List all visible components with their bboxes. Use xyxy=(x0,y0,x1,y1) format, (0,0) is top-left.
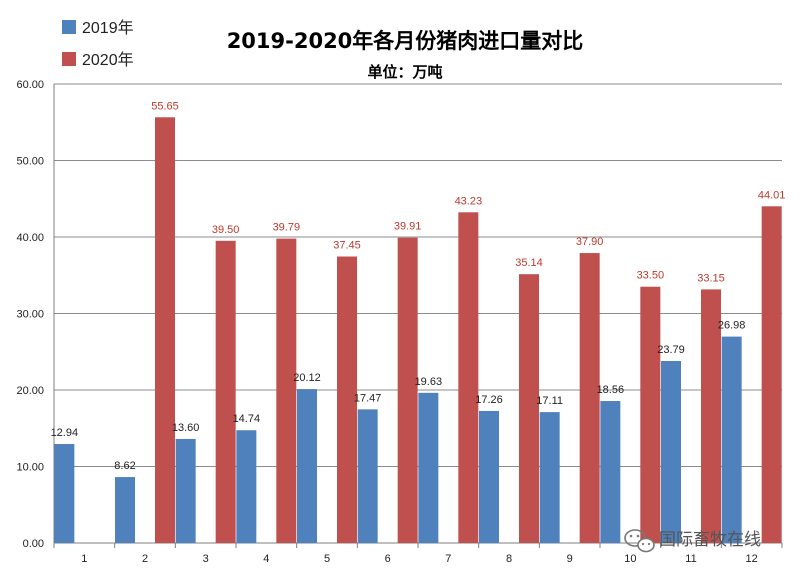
x-tick-label: 12 xyxy=(746,553,758,565)
data-label-2019: 14.74 xyxy=(233,413,261,425)
x-tick-label: 4 xyxy=(263,553,269,565)
x-tick-label: 3 xyxy=(203,553,209,565)
data-label-2020: 37.90 xyxy=(576,236,604,248)
data-label-2020: 37.45 xyxy=(333,240,361,252)
x-axis: 1 2 3 4 5 6 7 8 9 10 11 12 xyxy=(53,543,783,565)
bar-2020 xyxy=(761,206,782,544)
x-tick-label: 2 xyxy=(142,553,148,565)
y-axis: 0.00 10.00 20.00 30.00 40.00 50.00 60.00 xyxy=(16,79,44,550)
x-tick-label: 10 xyxy=(624,553,636,565)
x-tick-label: 11 xyxy=(685,553,696,565)
bar-2019 xyxy=(539,412,560,543)
bar-2019 xyxy=(418,392,439,543)
bar-2020 xyxy=(640,286,661,543)
grid xyxy=(53,83,782,544)
data-label-2019: 20.12 xyxy=(293,372,321,384)
bar-2020 xyxy=(397,237,418,543)
data-label-2019: 18.56 xyxy=(597,384,625,396)
data-label-2020: 39.79 xyxy=(273,222,301,234)
x-tick-label: 8 xyxy=(506,553,512,565)
data-label-2020: 43.23 xyxy=(455,195,483,207)
legend: 2019年 2020年 xyxy=(62,19,134,69)
x-tick-label: 5 xyxy=(324,553,330,565)
bar-2020 xyxy=(337,256,357,543)
bar-2019 xyxy=(721,336,742,543)
data-label-2020: 33.15 xyxy=(697,272,725,284)
bar-2020 xyxy=(458,212,479,543)
bar-2020 xyxy=(519,274,539,543)
data-label-2020: 44.01 xyxy=(758,189,786,201)
y-tick-label: 0.00 xyxy=(23,538,44,550)
data-label-2019: 26.98 xyxy=(718,320,746,332)
bar-2019 xyxy=(297,389,317,543)
bar-2019 xyxy=(236,430,257,543)
wechat-icon xyxy=(624,529,655,553)
data-label-2020: 55.65 xyxy=(151,100,179,112)
legend-swatch-2019 xyxy=(62,20,76,34)
x-tick-label: 9 xyxy=(567,553,573,565)
data-label-2019: 19.63 xyxy=(415,376,443,388)
x-tick-label: 7 xyxy=(445,553,451,565)
x-tick-label: 1 xyxy=(81,553,87,565)
y-tick-label: 10.00 xyxy=(16,462,44,474)
bar-2020 xyxy=(276,238,297,543)
bar-2020 xyxy=(579,253,600,543)
legend-swatch-2020 xyxy=(62,52,76,66)
data-label-2019: 17.26 xyxy=(475,394,503,406)
bar-2019 xyxy=(54,444,75,543)
data-label-2019: 12.94 xyxy=(51,427,79,439)
bar-2019 xyxy=(661,361,681,543)
data-label-2020: 35.14 xyxy=(515,257,543,269)
data-label-2020: 33.50 xyxy=(637,270,665,282)
data-label-2019: 17.11 xyxy=(536,395,563,407)
legend-label-2020: 2020年 xyxy=(82,51,134,69)
data-label-2020: 39.50 xyxy=(212,224,240,236)
data-label-2019: 13.60 xyxy=(172,422,200,434)
chart-subtitle: 单位：万吨 xyxy=(367,63,442,81)
y-tick-label: 60.00 xyxy=(16,79,44,91)
bar-2019 xyxy=(115,477,135,543)
bar-2020 xyxy=(155,117,175,543)
bars xyxy=(54,117,782,544)
bar-2019 xyxy=(600,401,621,543)
data-label-2019: 17.47 xyxy=(354,392,382,404)
x-tick-label: 6 xyxy=(385,553,391,565)
data-label-2019: 8.62 xyxy=(114,460,135,472)
y-tick-label: 20.00 xyxy=(16,385,44,397)
y-tick-label: 30.00 xyxy=(16,309,44,321)
bar-2019 xyxy=(479,410,499,543)
y-tick-label: 40.00 xyxy=(16,232,44,244)
bar-2019 xyxy=(357,409,378,543)
watermark: 国际畜牧在线 xyxy=(624,529,761,553)
bar-2020 xyxy=(215,240,236,543)
legend-label-2019: 2019年 xyxy=(82,19,134,37)
y-tick-label: 50.00 xyxy=(16,156,44,168)
data-label-2019: 23.79 xyxy=(657,344,685,356)
data-labels: 12.94 8.62 55.65 13.60 39.50 14.74 39.79 20.12 3… xyxy=(51,100,786,472)
watermark-text: 国际畜牧在线 xyxy=(659,530,761,550)
bar-2020 xyxy=(701,289,721,543)
data-label-2020: 39.91 xyxy=(394,221,422,233)
bar-2019 xyxy=(175,438,196,543)
chart-title: 2019-2020年各月份猪肉进口量对比 xyxy=(227,29,584,53)
